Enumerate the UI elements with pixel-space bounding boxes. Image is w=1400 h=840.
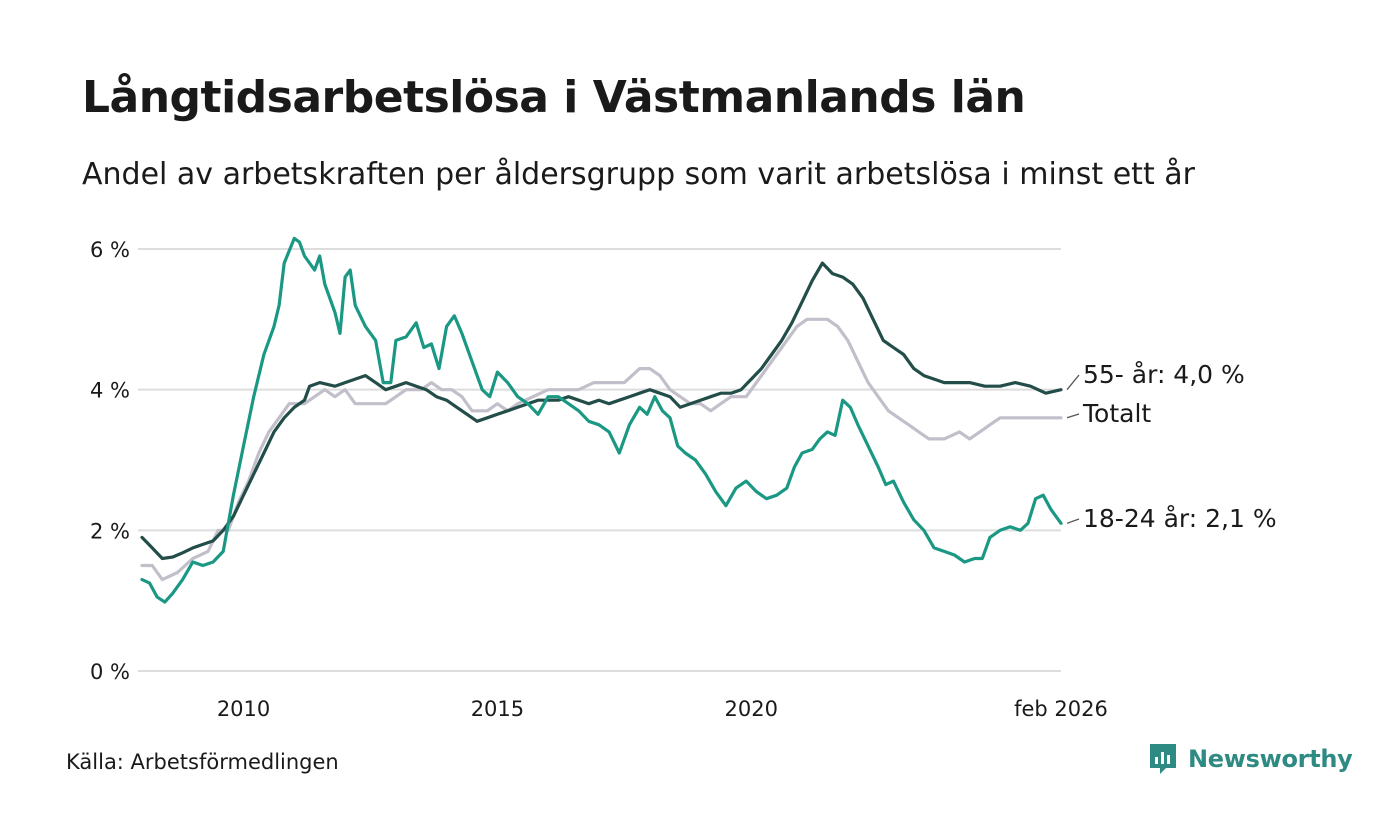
grid-lines [138, 248, 1061, 672]
label-leader [1066, 413, 1080, 419]
y-axis: 0 % 2 % 4 % 6 % [90, 238, 130, 684]
series-label-age55: 55- år: 4,0 % [1083, 360, 1245, 389]
series-line-age55 [140, 261, 1063, 561]
series-lines [140, 236, 1063, 604]
x-tick-label: feb 2026 [1014, 697, 1108, 721]
newsworthy-logo: Newsworthy [1148, 742, 1353, 776]
y-tick-label: 0 % [90, 660, 130, 684]
chart-subtitle: Andel av arbetskraften per åldersgrupp s… [82, 157, 1195, 192]
series-line-total [140, 317, 1063, 582]
x-tick-label: 2020 [725, 697, 778, 721]
series-label-total: Totalt [1082, 399, 1151, 428]
chart-title: Långtidsarbetslösa i Västmanlands län [82, 72, 1026, 123]
newsworthy-icon [1150, 744, 1176, 774]
x-axis: 2010 2015 2020 feb 2026 [217, 697, 1108, 721]
y-tick-label: 6 % [90, 238, 130, 262]
end-labels: Totalt 55- år: 4,0 % 18-24 år: 2,1 % [1066, 360, 1277, 533]
y-tick-label: 4 % [90, 379, 130, 403]
x-tick-label: 2010 [217, 697, 270, 721]
series-line-age18_24 [140, 236, 1063, 604]
source-note: Källa: Arbetsförmedlingen [66, 750, 339, 774]
x-tick-label: 2015 [471, 697, 524, 721]
label-leader [1066, 518, 1080, 524]
y-tick-label: 2 % [90, 519, 130, 543]
brand-name: Newsworthy [1188, 745, 1353, 773]
label-leader [1066, 374, 1080, 391]
series-label-age18_24: 18-24 år: 2,1 % [1083, 504, 1277, 533]
